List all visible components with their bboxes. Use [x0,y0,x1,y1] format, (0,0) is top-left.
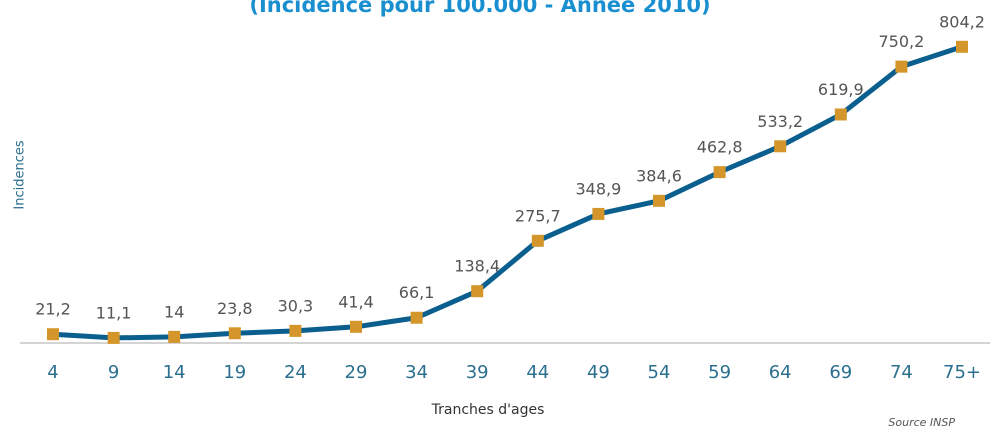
data-label: 275,7 [515,206,561,225]
data-point [107,331,120,344]
source-note: Source INSP [888,416,955,428]
x-tick-label: 4 [47,362,58,383]
data-label: 804,2 [939,12,985,31]
data-label: 30,3 [278,296,314,315]
y-axis-label: Incidences [13,140,28,209]
x-tick-label: 24 [284,362,307,383]
data-point [168,330,181,343]
x-tick-label: 9 [108,362,119,383]
data-point [774,140,787,153]
data-label: 348,9 [575,179,621,198]
x-tick-label: 44 [526,362,549,383]
x-tick-label: 34 [405,362,428,383]
data-point [592,207,605,220]
data-point [713,166,726,179]
data-label: 384,6 [636,166,682,185]
data-label: 41,4 [338,292,374,311]
data-point [895,60,908,73]
data-label: 138,4 [454,257,500,276]
data-point [956,40,968,53]
data-point [471,285,484,298]
data-point [289,324,302,337]
x-axis-label: Tranches d'ages [431,402,545,418]
x-tick-label: 69 [829,362,852,383]
data-label: 21,2 [35,300,71,319]
x-tick-label: 59 [708,362,731,383]
x-tick-label: 29 [345,362,368,383]
data-point [47,328,59,341]
data-label: 14 [164,302,184,321]
x-tick-label: 14 [163,362,186,383]
data-label: 66,1 [399,283,435,302]
data-point [410,311,423,324]
x-tick-label: 74 [890,362,913,383]
data-label: 533,2 [757,112,803,131]
x-tick-label: 39 [466,362,489,383]
data-label: 11,1 [96,303,132,322]
x-tick-label: 75+ [943,362,981,383]
data-label: 619,9 [818,80,864,99]
x-tick-label: 49 [587,362,610,383]
x-tick-label: 64 [769,362,792,383]
data-point [653,194,665,207]
data-label: 750,2 [878,32,924,51]
chart-title: (Incidence pour 100.000 - Année 2010) [249,0,710,17]
data-point [228,327,241,340]
data-label: 462,8 [697,138,743,157]
data-label: 23,8 [217,299,253,318]
data-line [52,44,963,341]
data-point [834,108,847,121]
data-point [350,320,362,333]
data-point [531,234,544,247]
x-tick-label: 19 [223,362,246,383]
x-tick-label: 54 [648,362,671,383]
